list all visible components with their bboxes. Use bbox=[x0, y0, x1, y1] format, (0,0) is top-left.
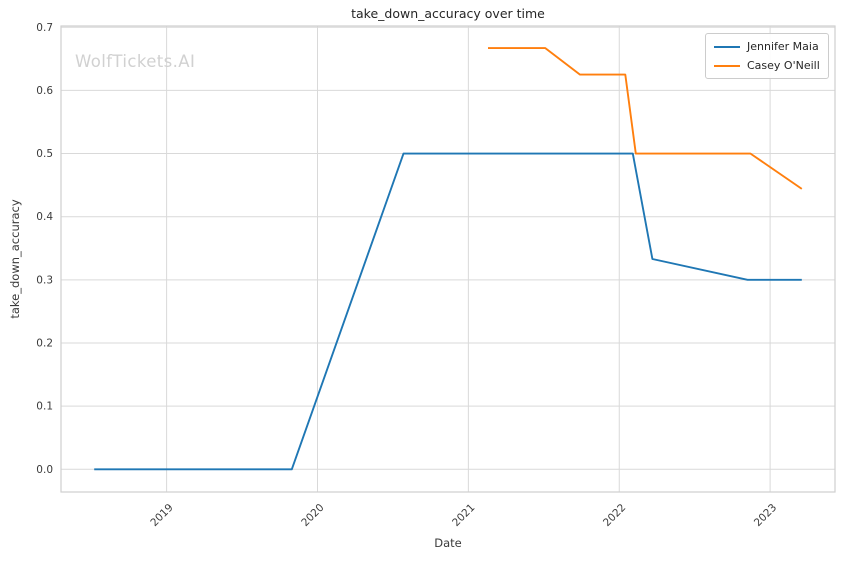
x-tick-label: 2019 bbox=[148, 502, 175, 529]
x-axis-label: Date bbox=[434, 536, 462, 550]
y-tick-label: 0.5 bbox=[36, 148, 53, 160]
plot-border bbox=[60, 25, 836, 493]
y-tick-label: 0.4 bbox=[36, 211, 53, 223]
x-tick-label: 2021 bbox=[450, 502, 477, 529]
series-line-0 bbox=[94, 152, 802, 471]
legend-label-jennifer-maia: Jennifer Maia bbox=[747, 40, 819, 53]
y-tick-label: 0.0 bbox=[36, 464, 53, 476]
x-tick-label: 2020 bbox=[299, 502, 326, 529]
series-line-1 bbox=[488, 47, 803, 190]
y-tick-label: 0.3 bbox=[36, 274, 53, 286]
y-tick-label: 0.1 bbox=[36, 401, 53, 413]
y-tick-label: 0.7 bbox=[36, 22, 53, 34]
y-tick-label: 0.6 bbox=[36, 85, 53, 97]
legend-line-swatch-blue bbox=[714, 45, 740, 48]
chart-title: take_down_accuracy over time bbox=[351, 6, 545, 21]
x-tick-label: 2023 bbox=[752, 502, 779, 529]
legend-item-casey-oneill: Casey O'Neill bbox=[714, 58, 820, 73]
y-axis-label: take_down_accuracy bbox=[8, 199, 22, 319]
watermark: WolfTickets.AI bbox=[75, 52, 196, 71]
x-tick-label: 2022 bbox=[601, 502, 628, 529]
y-tick-label: 0.2 bbox=[36, 337, 53, 349]
legend-line-swatch-orange bbox=[714, 64, 740, 67]
legend: Jennifer Maia Casey O'Neill bbox=[705, 33, 829, 79]
legend-item-jennifer-maia: Jennifer Maia bbox=[714, 39, 820, 54]
plot-background bbox=[61, 26, 835, 492]
legend-label-casey-oneill: Casey O'Neill bbox=[747, 59, 820, 72]
